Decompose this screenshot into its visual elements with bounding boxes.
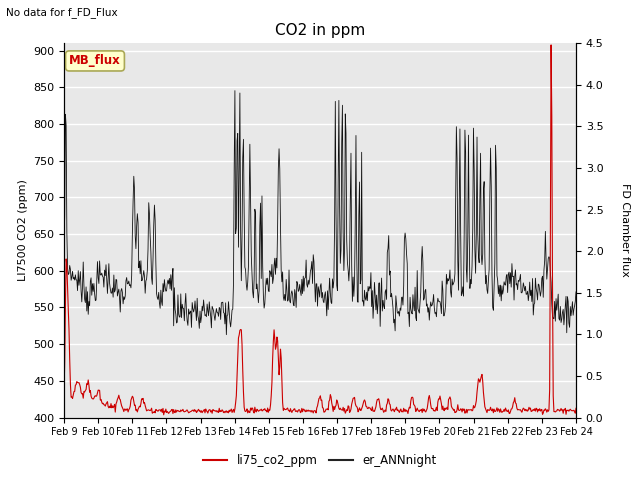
Y-axis label: LI7500 CO2 (ppm): LI7500 CO2 (ppm) [17, 180, 28, 281]
Y-axis label: FD Chamber flux: FD Chamber flux [620, 183, 630, 277]
Title: CO2 in ppm: CO2 in ppm [275, 23, 365, 38]
Legend: li75_co2_ppm, er_ANNnight: li75_co2_ppm, er_ANNnight [199, 449, 441, 472]
Text: No data for f_FD_Flux: No data for f_FD_Flux [6, 7, 118, 18]
Text: MB_flux: MB_flux [69, 54, 121, 67]
